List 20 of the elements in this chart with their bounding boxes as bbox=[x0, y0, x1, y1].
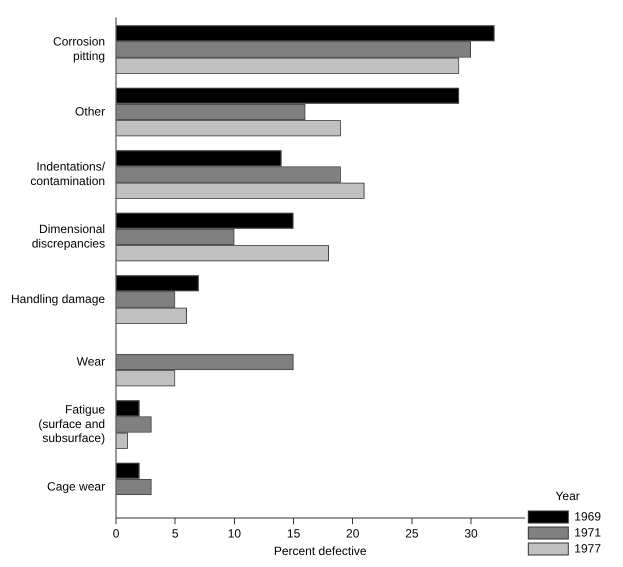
y-tick-label: Dimensional discrepancies bbox=[32, 222, 106, 250]
legend-label: 1971 bbox=[574, 525, 602, 540]
x-tick-label: 15 bbox=[286, 526, 301, 541]
x-tick-label: 20 bbox=[346, 526, 360, 541]
y-tick-label: Cage wear bbox=[47, 479, 106, 494]
x-tick-label: 10 bbox=[228, 526, 242, 541]
y-tick-label: Wear bbox=[76, 354, 106, 368]
y-tick-label: Corrosion pitting bbox=[53, 34, 106, 63]
legend-label: 1977 bbox=[574, 541, 602, 556]
y-tick-label: Fatigue (surface and subsurface) bbox=[38, 402, 106, 446]
y-tick-label: Other bbox=[75, 104, 106, 118]
x-tick-label: 25 bbox=[405, 526, 419, 541]
legend-label: 1969 bbox=[574, 509, 602, 524]
legend-title: Year bbox=[556, 488, 580, 503]
y-tick-label: Indentations/contamination bbox=[30, 160, 106, 188]
y-tick-label: Handling damage bbox=[10, 292, 106, 306]
x-tick-label: 0 bbox=[112, 526, 120, 541]
x-tick-label: 5 bbox=[172, 526, 179, 541]
x-tick-label: 30 bbox=[464, 526, 478, 541]
x-axis-title: Percent defective bbox=[274, 544, 367, 558]
